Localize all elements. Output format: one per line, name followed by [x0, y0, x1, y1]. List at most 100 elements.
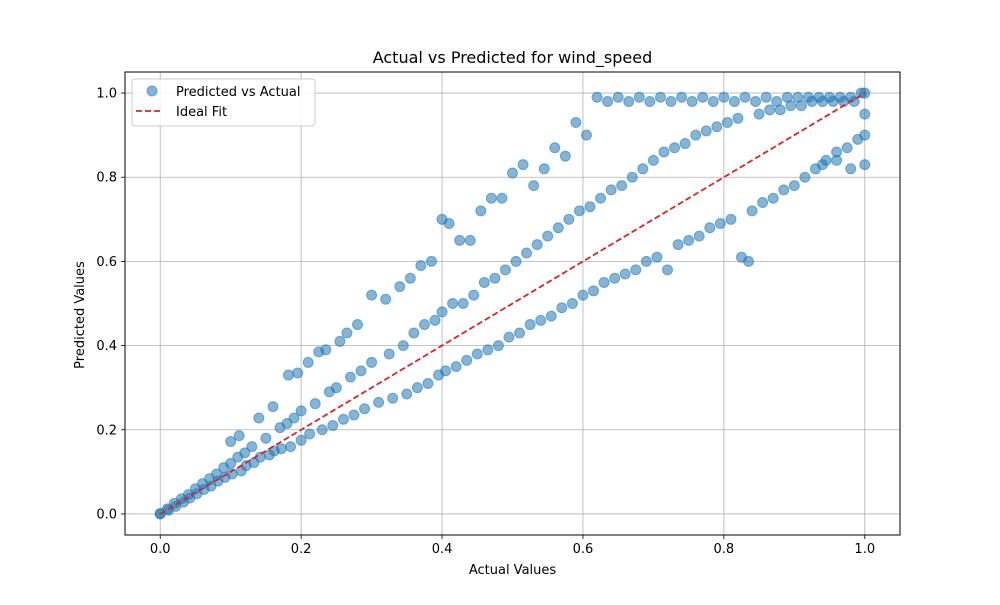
data-point: [383, 348, 395, 360]
data-point: [859, 129, 871, 141]
data-point: [623, 95, 635, 107]
x-tick-label: 0.8: [714, 542, 735, 557]
data-point: [750, 95, 762, 107]
data-point: [799, 171, 811, 183]
data-point: [517, 159, 529, 171]
data-point: [697, 91, 709, 103]
data-point: [288, 412, 300, 424]
data-point: [330, 382, 342, 394]
data-point: [447, 298, 459, 309]
data-point: [341, 327, 353, 339]
data-point: [580, 129, 592, 141]
legend-box: [131, 78, 316, 127]
data-point: [686, 95, 698, 107]
data-point: [704, 222, 716, 234]
x-tick-label: 0.2: [291, 542, 312, 557]
data-point: [683, 234, 695, 246]
data-point: [739, 91, 751, 103]
x-tick-label: 0.6: [573, 542, 594, 557]
data-point: [359, 403, 371, 415]
data-point: [422, 377, 434, 389]
data-point: [239, 447, 251, 459]
data-point: [633, 91, 645, 103]
data-point: [545, 310, 557, 322]
data-point: [408, 327, 420, 339]
data-point: [662, 264, 673, 276]
data-point: [831, 154, 843, 166]
data-point: [552, 222, 564, 234]
data-point: [282, 369, 294, 381]
data-point: [616, 180, 628, 192]
data-point: [598, 276, 610, 288]
data-point: [535, 314, 547, 326]
y-tick-label: 0.8: [96, 171, 117, 186]
data-point: [260, 432, 272, 444]
data-point: [651, 251, 663, 263]
x-tick-label: 0.4: [432, 542, 453, 557]
data-point: [514, 327, 526, 339]
data-point: [841, 142, 853, 154]
data-point: [387, 392, 399, 404]
data-point: [690, 129, 702, 141]
data-point: [640, 255, 652, 267]
data-point: [285, 441, 297, 453]
data-point: [566, 298, 578, 309]
data-point: [418, 319, 430, 331]
data-point: [732, 112, 744, 124]
data-point: [475, 205, 487, 217]
data-point: [397, 340, 409, 352]
data-point: [577, 289, 589, 301]
data-point: [275, 443, 287, 455]
data-point: [524, 319, 536, 331]
chart-title: Actual vs Predicted for wind_speed: [373, 48, 653, 68]
data-point: [556, 302, 568, 314]
data-point: [725, 213, 737, 225]
data-point: [538, 163, 550, 175]
plot-frame: [124, 71, 901, 536]
data-point: [757, 196, 769, 208]
data-point: [366, 289, 378, 301]
data-point: [454, 234, 466, 246]
data-point: [352, 319, 363, 331]
data-point: [320, 344, 332, 356]
data-point: [436, 306, 448, 318]
data-point: [609, 272, 621, 284]
data-point: [302, 356, 314, 368]
data-point: [602, 95, 614, 107]
data-point: [559, 150, 571, 162]
data-point: [425, 255, 437, 267]
data-point: [267, 401, 279, 413]
y-tick-label: 0.0: [96, 507, 117, 522]
data-point: [764, 104, 776, 116]
data-point: [672, 239, 684, 251]
data-point: [415, 260, 427, 272]
legend-scatter-marker: [146, 85, 158, 97]
data-point: [630, 264, 642, 276]
data-point: [612, 91, 624, 103]
data-point: [253, 412, 265, 424]
data-point: [468, 289, 480, 301]
data-point: [450, 361, 462, 373]
data-point: [679, 138, 691, 150]
data-point: [461, 354, 473, 366]
data-point: [295, 434, 307, 446]
data-point: [817, 159, 828, 171]
data-point: [845, 163, 857, 175]
data-point: [588, 285, 600, 297]
data-point: [743, 255, 755, 267]
data-point: [429, 314, 441, 326]
data-point: [380, 293, 392, 305]
data-point: [707, 95, 719, 107]
data-point: [334, 335, 346, 347]
data-point: [767, 192, 779, 204]
data-point: [295, 405, 307, 417]
legend: Predicted vs Actual Ideal Fit: [131, 78, 316, 127]
data-point: [795, 100, 807, 112]
data-point: [721, 117, 733, 129]
data-point: [531, 239, 543, 251]
data-point: [309, 398, 321, 410]
data-point: [482, 344, 494, 356]
data-point: [774, 104, 786, 116]
data-point: [573, 205, 585, 217]
data-point: [637, 163, 649, 175]
